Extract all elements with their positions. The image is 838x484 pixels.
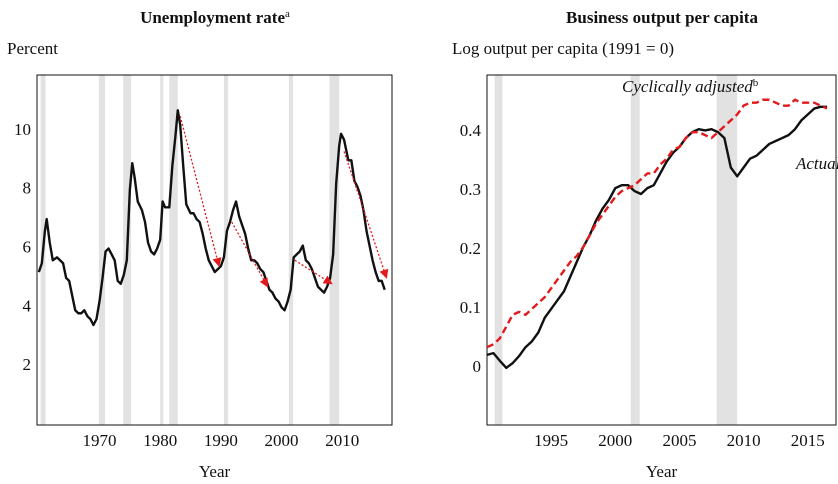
y-tick-label: 6 [23, 237, 32, 256]
y-tick-label: 4 [23, 296, 32, 315]
chart-title-text: Unemployment rate [140, 8, 285, 27]
series-label: Cyclically adjustedb [622, 77, 759, 96]
recession-band [716, 75, 738, 425]
x-tick-label: 2005 [662, 431, 696, 450]
x-tick-label: 1970 [83, 431, 117, 450]
x-tick-label: 2015 [791, 431, 825, 450]
plot-frame [36, 74, 393, 426]
y-axis-label: Percent [7, 39, 58, 58]
chart-title: Business output per capita [566, 8, 758, 27]
trend-arrow [231, 221, 269, 288]
recession-band [223, 75, 229, 425]
chart-title: Unemployment ratea [140, 8, 290, 27]
y-tick-label: 0.3 [460, 180, 481, 199]
y-tick-label: 10 [14, 120, 31, 139]
plot-frame [486, 74, 837, 426]
recession-band [288, 75, 294, 425]
series-label: Actual [795, 154, 838, 173]
recession-band [630, 75, 640, 425]
y-tick-label: 0.4 [460, 121, 482, 140]
x-tick-label: 1995 [534, 431, 568, 450]
series-label-text: Actual [795, 154, 838, 173]
x-tick-label: 1990 [204, 431, 238, 450]
x-tick-label: 1980 [143, 431, 177, 450]
x-axis-label: Year [199, 462, 231, 481]
x-tick-label: 2010 [325, 431, 359, 450]
y-tick-label: 2 [23, 355, 32, 374]
chart-title-superscript: a [285, 8, 290, 20]
recession-band [494, 75, 503, 425]
trend-arrow [179, 116, 222, 268]
y-tick-label: 0 [473, 357, 482, 376]
trend-arrow [294, 259, 333, 285]
chart-title-text: Business output per capita [566, 8, 758, 27]
series-line [486, 98, 828, 349]
recession-band [98, 75, 105, 425]
series-label-superscript: b [753, 77, 759, 89]
y-tick-label: 8 [23, 179, 32, 198]
x-tick-label: 2010 [727, 431, 761, 450]
y-tick-label: 0.2 [460, 239, 481, 258]
y-axis-label: Log output per capita (1991 = 0) [452, 39, 674, 58]
x-tick-label: 2000 [265, 431, 299, 450]
series-label-text: Cyclically adjusted [622, 77, 753, 96]
series-line [37, 109, 386, 327]
y-tick-label: 0.1 [460, 298, 481, 317]
x-tick-label: 2000 [598, 431, 632, 450]
series-line [486, 105, 828, 370]
x-axis-label: Year [646, 462, 678, 481]
recession-band [160, 75, 164, 425]
recession-band [169, 75, 178, 425]
